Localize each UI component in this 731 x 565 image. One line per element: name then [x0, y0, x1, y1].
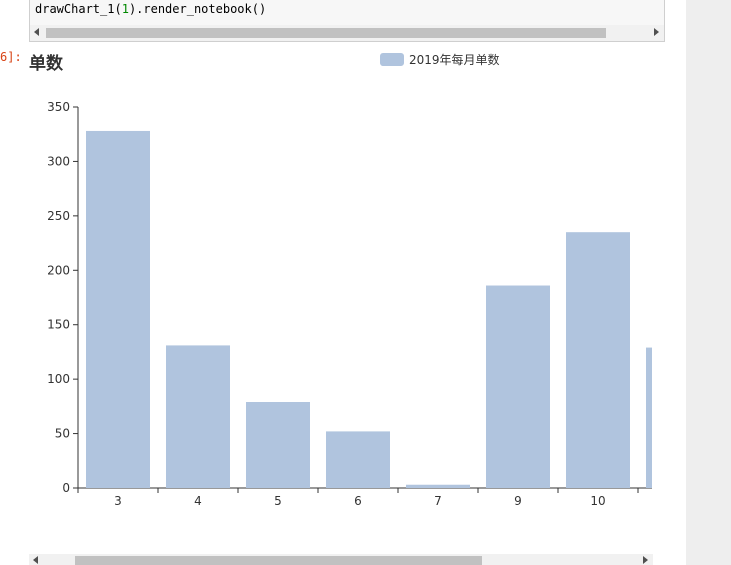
y-tick-label: 150 [47, 318, 70, 332]
code-method-call: ).render_notebook() [128, 2, 267, 16]
x-tick-label: 3 [114, 494, 122, 508]
x-tick-label: 4 [194, 494, 202, 508]
scrollbar-thumb[interactable] [75, 556, 482, 565]
x-tick-label: 9 [514, 494, 522, 508]
code-function-call: drawChart_1( [35, 2, 122, 16]
scroll-right-arrow-icon[interactable] [654, 28, 659, 36]
y-tick-label: 50 [55, 427, 70, 441]
bar [486, 285, 550, 488]
code-cell[interactable]: drawChart_1(1).render_notebook() [29, 0, 665, 42]
bar [326, 431, 390, 488]
code-number-literal: 1 [121, 2, 129, 16]
bar-chart: 0 50 100 150 200 250 300 350 3 4 5 6 7 9 10 [47, 100, 652, 508]
code-line[interactable]: drawChart_1(1).render_notebook() [35, 2, 266, 16]
scroll-right-arrow-icon[interactable] [643, 556, 648, 564]
y-tick-label: 0 [62, 481, 70, 495]
output-horizontal-scrollbar[interactable] [29, 554, 653, 565]
bar [406, 484, 470, 488]
bar [166, 345, 230, 488]
y-tick-label: 200 [47, 263, 70, 277]
x-tick-label: 7 [434, 494, 442, 508]
x-tick-label: 6 [354, 494, 362, 508]
x-tick-label: 10 [590, 494, 605, 508]
y-tick-label: 350 [47, 100, 70, 114]
legend-swatch[interactable] [380, 53, 404, 66]
y-tick-label: 100 [47, 372, 70, 386]
scroll-left-arrow-icon[interactable] [34, 28, 39, 36]
legend-label[interactable]: 2019年每月单数 [409, 53, 500, 67]
scrollbar-thumb[interactable] [46, 28, 606, 38]
chart-title: 单数 [29, 54, 63, 74]
bar [566, 232, 630, 488]
x-tick-label: 5 [274, 494, 282, 508]
output-prompt: 6]: [0, 50, 22, 64]
scroll-left-arrow-icon[interactable] [33, 556, 38, 564]
notebook-right-gutter [686, 0, 731, 565]
code-horizontal-scrollbar[interactable] [30, 25, 664, 41]
y-tick-label: 300 [47, 154, 70, 168]
bar [646, 347, 652, 488]
y-tick-label: 250 [47, 209, 70, 223]
bar [246, 402, 310, 488]
bar [86, 130, 150, 488]
